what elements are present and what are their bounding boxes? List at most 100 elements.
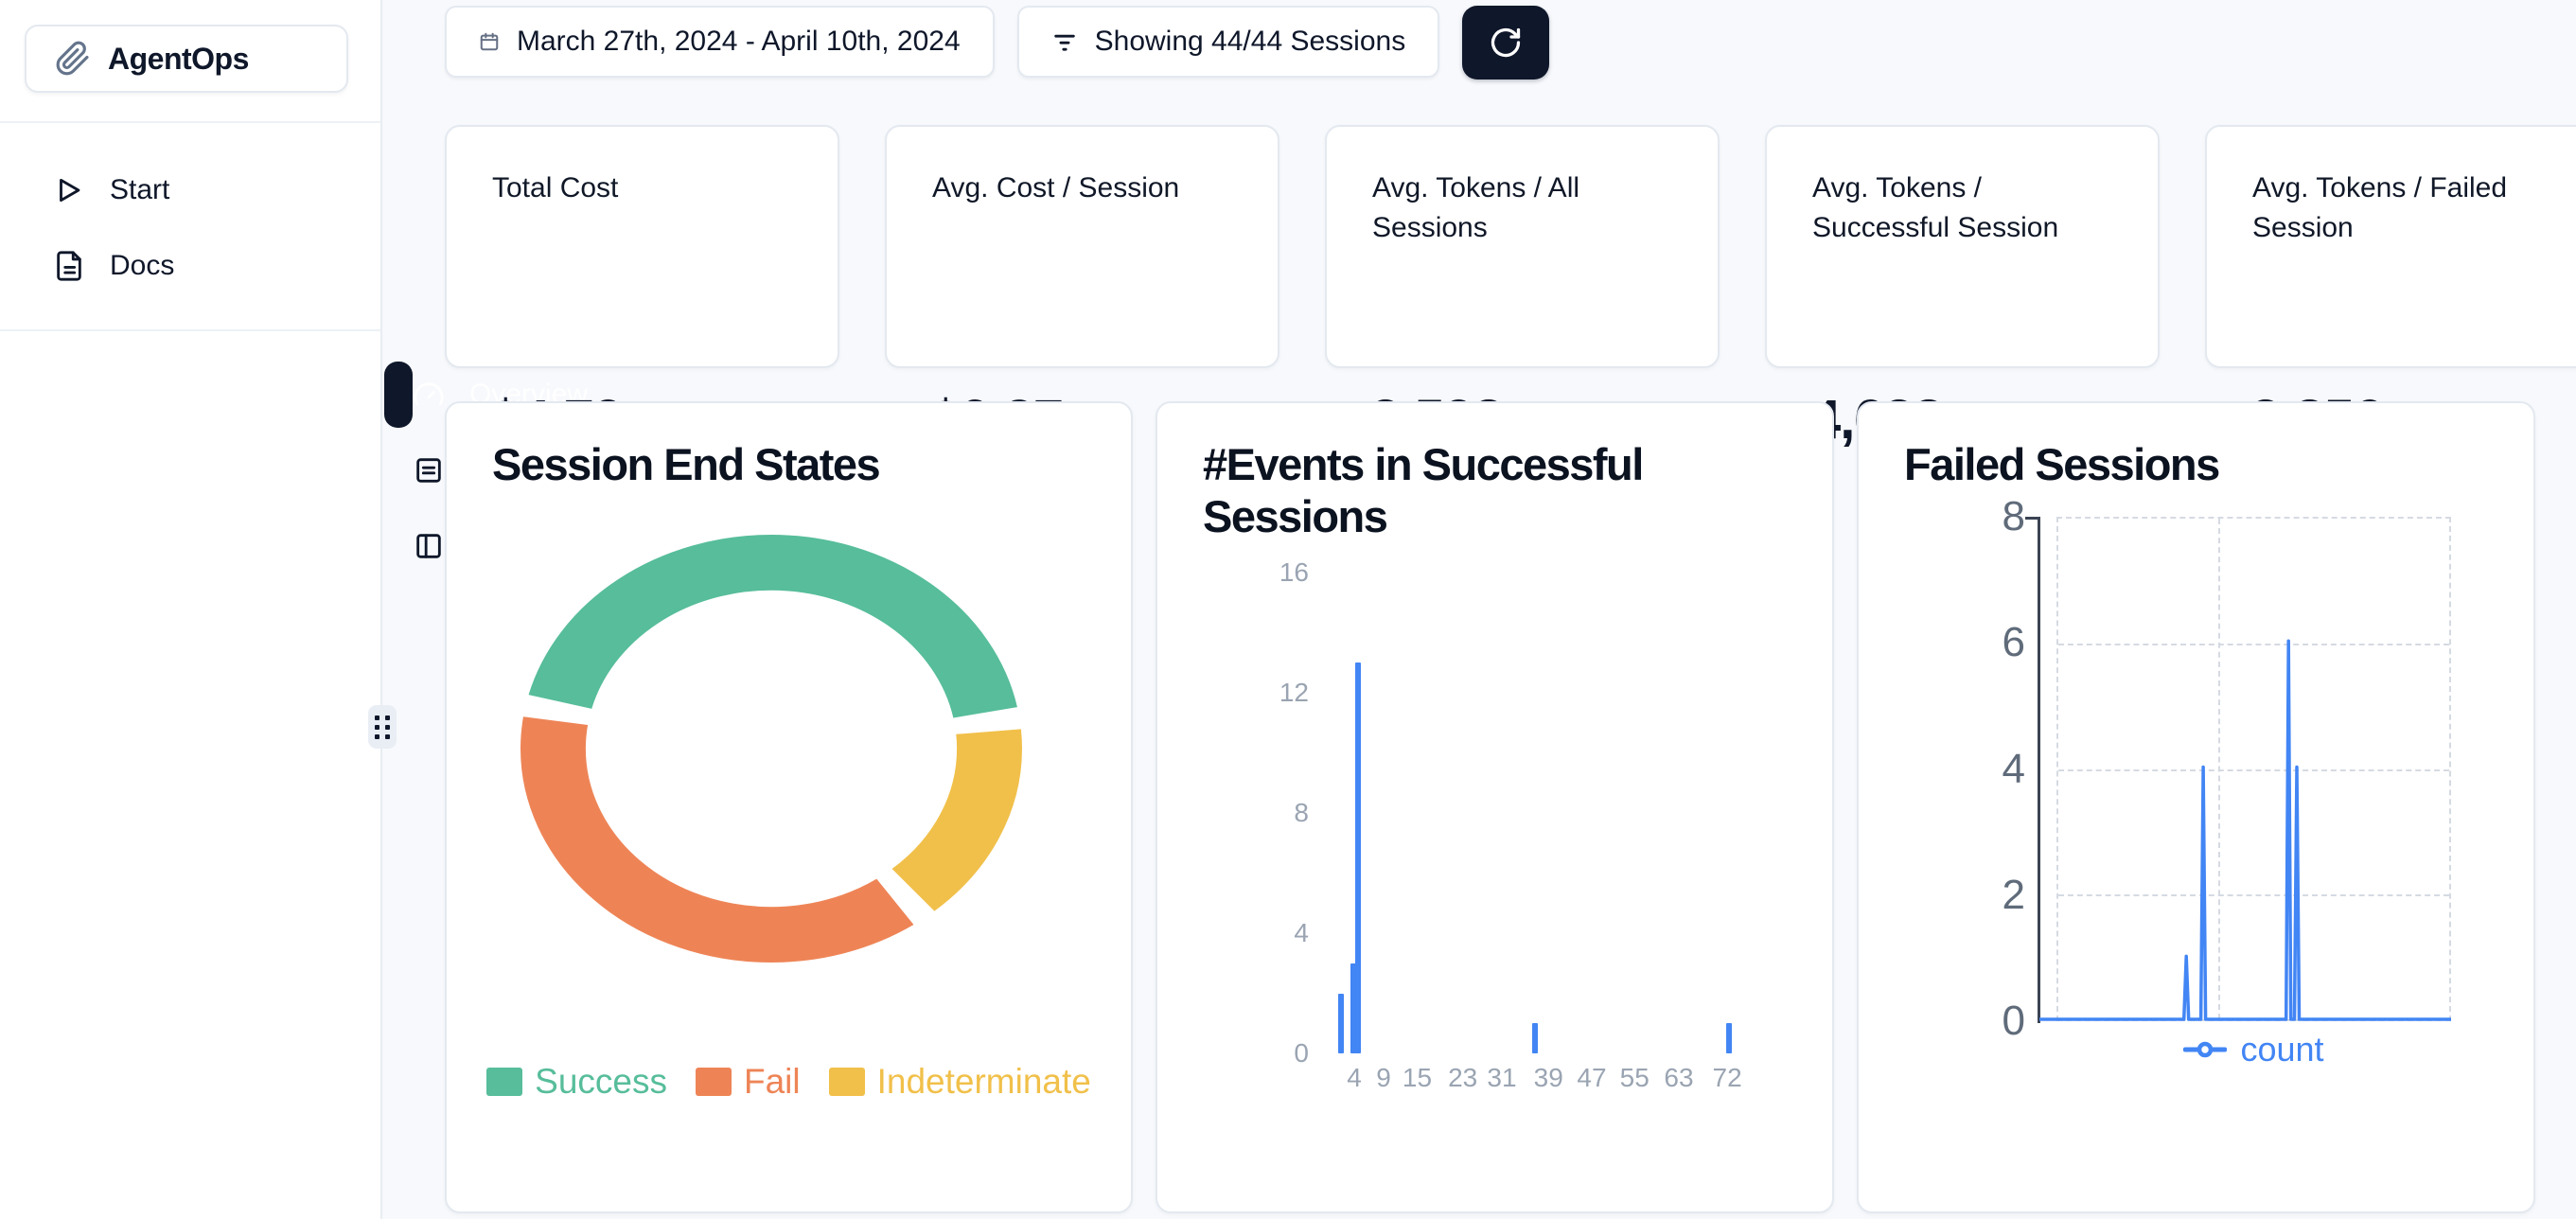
histogram-bar xyxy=(1350,963,1357,1053)
donut-segment-success xyxy=(520,535,1022,963)
failed-line-chart xyxy=(2039,517,2451,1021)
h-gridline xyxy=(2058,644,2449,646)
legend-item-success[interactable]: Success xyxy=(486,1062,667,1102)
x-tick-label: 55 xyxy=(1619,1063,1650,1092)
y-tick-label: 8 xyxy=(1294,798,1309,827)
sidebar-resize-handle[interactable] xyxy=(368,705,397,749)
y-tick-label: 8 xyxy=(2002,493,2025,539)
chart-title: Session End States xyxy=(492,439,881,489)
x-tick-label: 9 xyxy=(1376,1063,1391,1092)
stat-card-avg-tokens-successful: Avg. Tokens / Successful Session 4,638 xyxy=(1765,125,2160,450)
stat-label: Avg. Tokens / Failed Session xyxy=(2252,172,2508,243)
line-marker-icon xyxy=(2183,1041,2228,1058)
sidebar: AgentOps Start Docs Overview xyxy=(0,0,588,1219)
sidebar-item-start[interactable]: Start xyxy=(25,157,356,223)
stats-row: Total Cost $4.79 Avg. Cost / Session $0.… xyxy=(445,125,2576,450)
legend-swatch xyxy=(695,1068,732,1096)
x-tick-label: 15 xyxy=(1402,1063,1433,1092)
sidebar-item-label: Docs xyxy=(110,250,175,281)
sidebar-item-label: Start xyxy=(110,174,170,205)
histogram-bar xyxy=(1355,662,1362,1053)
histogram-bar xyxy=(1726,1023,1733,1053)
events-x-axis: 4 9 15 23 31 39 47 55 63 72 xyxy=(1328,1065,1793,1099)
stat-label: Avg. Cost / Session xyxy=(932,172,1180,203)
legend-label: Fail xyxy=(743,1062,801,1101)
x-tick-label: 39 xyxy=(1533,1063,1563,1092)
play-icon xyxy=(60,178,80,203)
session-end-states-card: Session End States Success Fail Indeterm… xyxy=(445,401,1133,1213)
y-tick-label: 0 xyxy=(1294,1038,1309,1068)
calendar-icon xyxy=(480,32,499,51)
y-tick-label: 4 xyxy=(1294,918,1309,947)
y-tick-label: 16 xyxy=(1279,557,1309,587)
events-y-axis: 0 4 8 12 16 xyxy=(1157,559,1309,1067)
donut-legend: Success Fail Indeterminate xyxy=(447,1062,1131,1102)
stat-label: Total Cost xyxy=(492,172,619,203)
stat-card-avg-tokens-failed: Avg. Tokens / Failed Session 3,856 xyxy=(2205,125,2576,450)
legend-label: Indeterminate xyxy=(876,1062,1091,1101)
failed-y-axis-line xyxy=(2025,517,2040,1023)
h-gridline xyxy=(2058,768,2449,771)
date-range-button[interactable]: March 27th, 2024 - April 10th, 2024 xyxy=(445,6,995,78)
stat-card-avg-tokens-all: Avg. Tokens / All Sessions 3,598 xyxy=(1325,125,1720,450)
filter-lines-icon xyxy=(1053,34,1075,51)
y-tick-label: 0 xyxy=(2002,998,2025,1044)
count-line xyxy=(2039,641,2451,1019)
main-content: March 27th, 2024 - April 10th, 2024 Show… xyxy=(384,0,2576,1219)
y-tick-label: 12 xyxy=(1279,678,1309,707)
sidebar-nav-top: Start Docs xyxy=(25,157,356,309)
legend-item-indeterminate[interactable]: Indeterminate xyxy=(828,1062,1091,1102)
logo-text: AgentOps xyxy=(108,41,249,76)
legend-swatch xyxy=(828,1068,865,1096)
file-text-icon xyxy=(57,251,81,281)
logo[interactable]: AgentOps xyxy=(25,25,348,93)
v-gridline xyxy=(2218,519,2221,1019)
topbar: March 27th, 2024 - April 10th, 2024 Show… xyxy=(445,6,1550,80)
sessions-filter-label: Showing 44/44 Sessions xyxy=(1094,26,1406,57)
sessions-filter-button[interactable]: Showing 44/44 Sessions xyxy=(1016,6,1440,78)
legend-label: Success xyxy=(535,1062,667,1101)
x-tick-label: 31 xyxy=(1487,1063,1517,1092)
x-tick-label: 4 xyxy=(1347,1063,1362,1092)
sidebar-divider xyxy=(0,329,380,331)
chart-title: Failed Sessions xyxy=(1904,439,2220,489)
events-histogram-card: #Events in Successful Sessions 0 4 8 12 16 4… xyxy=(1156,401,1834,1213)
stat-label: Avg. Tokens / All Sessions xyxy=(1372,172,1580,243)
y-tick-label: 6 xyxy=(2002,619,2025,666)
x-tick-label: 63 xyxy=(1664,1063,1694,1092)
refresh-button[interactable] xyxy=(1462,6,1550,80)
legend-item-fail[interactable]: Fail xyxy=(695,1062,801,1102)
stat-card-total-cost: Total Cost $4.79 xyxy=(445,125,839,450)
events-histogram xyxy=(1328,573,1793,1053)
donut-segments xyxy=(520,535,1022,963)
donut-segment-fail xyxy=(520,535,1022,963)
charts-row: Session End States Success Fail Indeterm… xyxy=(445,401,2535,1213)
y-tick-label: 4 xyxy=(2002,745,2025,792)
sidebar-divider xyxy=(0,121,380,123)
donut-chart xyxy=(520,535,1022,963)
panel-left-icon xyxy=(416,534,441,558)
grip-dots-icon xyxy=(375,715,390,739)
failed-sessions-card: Failed Sessions 0 2 4 6 8 count xyxy=(1857,401,2535,1213)
paperclip-icon xyxy=(56,41,89,76)
note-lines-icon xyxy=(416,458,441,483)
h-gridline xyxy=(2058,893,2449,896)
donut-segment-indeterminate xyxy=(520,535,1022,963)
gauge-icon xyxy=(414,382,444,406)
chart-title: #Events in Successful Sessions xyxy=(1203,439,1644,541)
date-range-label: March 27th, 2024 - April 10th, 2024 xyxy=(517,26,961,57)
count-legend-label: count xyxy=(2240,1030,2324,1069)
histogram-bar xyxy=(1337,993,1344,1053)
legend-swatch xyxy=(486,1068,523,1096)
y-tick-label: 2 xyxy=(2002,871,2025,918)
x-tick-label: 72 xyxy=(1712,1063,1742,1092)
count-legend[interactable]: count xyxy=(2056,1030,2451,1069)
stat-label: Avg. Tokens / Successful Session xyxy=(1812,172,2059,243)
x-tick-label: 23 xyxy=(1448,1063,1478,1092)
histogram-bar xyxy=(1531,1023,1538,1053)
stat-card-avg-cost-session: Avg. Cost / Session $0.27 xyxy=(885,125,1279,450)
x-tick-label: 47 xyxy=(1577,1063,1607,1092)
sidebar-item-docs[interactable]: Docs xyxy=(25,233,356,299)
rotate-cw-icon xyxy=(1491,27,1521,58)
failed-y-axis: 0 2 4 6 8 xyxy=(1859,496,2025,1042)
